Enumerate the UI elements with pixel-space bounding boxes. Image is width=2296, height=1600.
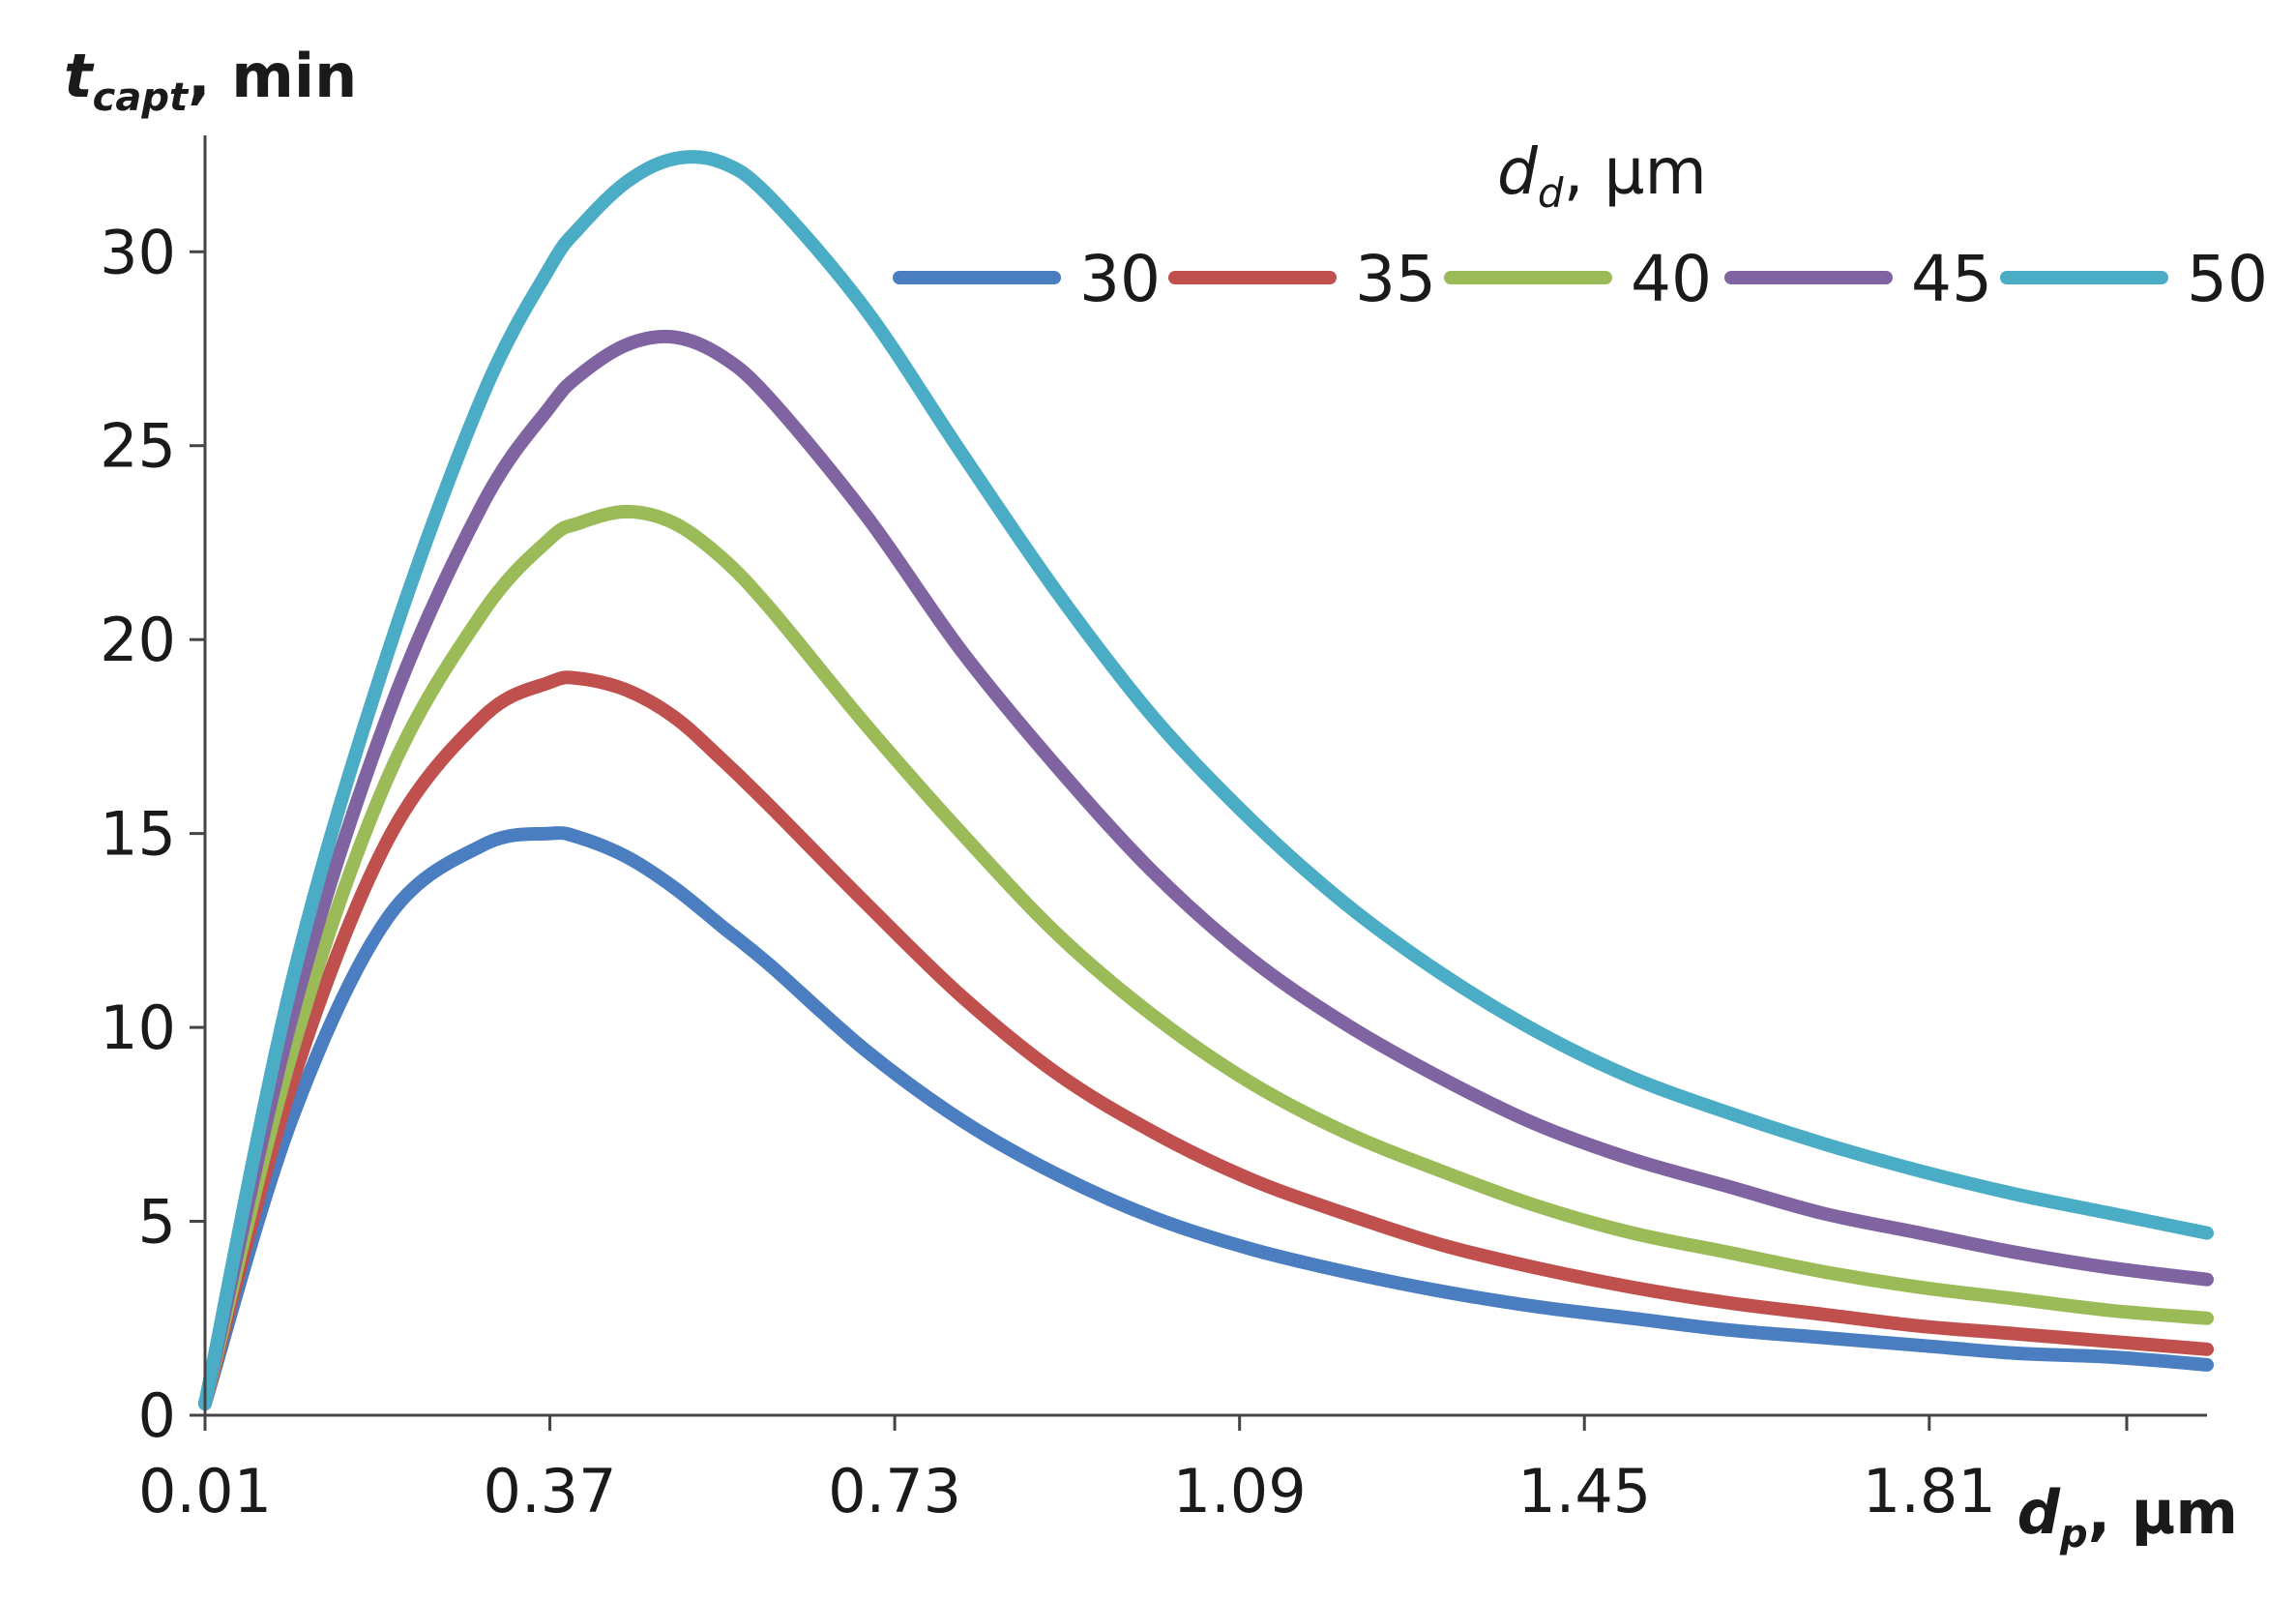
x-tick-label: 0.01	[138, 1456, 272, 1526]
legend-title-main: d	[1497, 134, 1539, 209]
y-axis-ticks: 0 5 10 15 20 25 30	[100, 217, 205, 1451]
legend-label-40: 40	[1631, 242, 1712, 316]
series-line-30	[198, 826, 2214, 1410]
y-tick-label: 30	[100, 217, 176, 287]
series-line-35	[198, 670, 2214, 1410]
legend: dd, µm 30 35 40 45 50	[893, 134, 2268, 316]
y-axis-title-main: t	[64, 41, 95, 111]
series-line-50	[198, 150, 2214, 1410]
y-axis-title-sub: capt	[93, 75, 190, 120]
x-axis-title-sub: p	[2059, 1512, 2088, 1556]
legend-label-45: 45	[1911, 242, 1992, 316]
y-axis-title: tcapt, min	[64, 41, 357, 120]
legend-label-50: 50	[2187, 242, 2268, 316]
x-tick-label: 1.81	[1863, 1456, 1996, 1526]
x-tick-label: 0.37	[484, 1456, 617, 1526]
x-tick-label: 1.09	[1173, 1456, 1307, 1526]
x-axis-title-unit: , µm	[2088, 1477, 2238, 1548]
y-tick-label: 15	[100, 799, 176, 870]
x-axis-title: dp, µm	[2017, 1477, 2238, 1556]
legend-label-30: 30	[1079, 242, 1161, 316]
legend-items: 30 35 40 45 50	[893, 242, 2268, 316]
y-tick-label: 20	[100, 605, 176, 675]
y-tick-label: 25	[100, 411, 176, 482]
y-tick-label: 10	[100, 993, 176, 1063]
x-tick-label: 1.45	[1517, 1456, 1651, 1526]
y-tick-label: 0	[138, 1380, 176, 1451]
series-line-45	[198, 329, 2214, 1410]
legend-title-sub: d	[1538, 169, 1564, 217]
y-axis-title-unit: , min	[188, 41, 357, 111]
series-layer	[198, 150, 2214, 1410]
legend-title-unit: , µm	[1564, 134, 1707, 209]
plot-area: 0 5 10 15 20 25 30 0.01 0.37 0.73 1.09 1.45 1.81	[100, 135, 2214, 1526]
x-axis-ticks: 0.01 0.37 0.73 1.09 1.45 1.81	[138, 1415, 2129, 1526]
series-line-40	[198, 504, 2214, 1410]
legend-title: dd, µm	[1497, 134, 1707, 217]
x-tick-label: 0.73	[828, 1456, 961, 1526]
y-tick-label: 5	[138, 1187, 176, 1258]
x-axis-title-main: d	[2017, 1477, 2061, 1548]
legend-label-35: 35	[1355, 242, 1436, 316]
